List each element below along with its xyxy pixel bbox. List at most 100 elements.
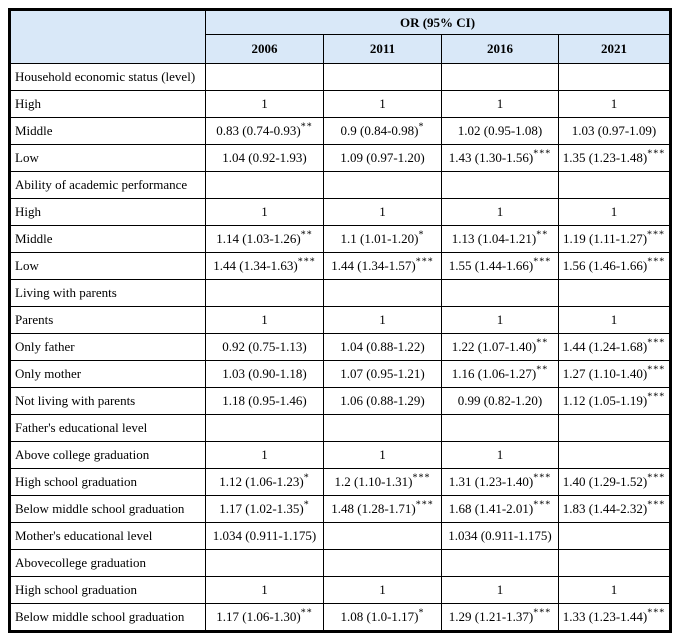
significance-asterisks: ***	[533, 472, 552, 484]
or-value-cell	[323, 279, 442, 307]
header-group-row: OR (95% CI)	[9, 9, 672, 64]
or-value-text: 0.99 (0.82-1.20)	[457, 393, 543, 408]
or-value-cell: 1	[323, 198, 442, 226]
or-value-cell: 1	[205, 90, 324, 118]
or-value-text: 1.31 (1.23-1.40)	[448, 474, 534, 489]
odds-ratio-table: OR (95% CI) 2006 2011 2016 2021 Househol…	[8, 8, 673, 633]
or-value-cell: 1	[323, 441, 442, 469]
or-value-text: 1.1 (1.01-1.20)	[340, 231, 419, 246]
or-value-cell: 1.12 (1.06-1.23)*	[205, 468, 324, 496]
significance-asterisks: **	[536, 364, 549, 376]
or-value-cell	[441, 171, 559, 199]
or-value-text: 1.034 (0.911-1.175)	[448, 528, 552, 543]
significance-asterisks: *	[418, 229, 425, 241]
row-label: High school graduation	[9, 468, 206, 496]
or-value-cell	[323, 522, 442, 550]
or-value-text: 1.17 (1.02-1.35)	[219, 501, 304, 516]
row-label: High school graduation	[9, 576, 206, 604]
or-value-cell: 1.55 (1.44-1.66)***	[441, 252, 559, 280]
or-value-text: 1.04 (0.88-1.22)	[340, 339, 425, 354]
or-value-text: 1.12 (1.06-1.23)	[219, 474, 304, 489]
or-value-text: 1.2 (1.10-1.31)	[334, 474, 413, 489]
row-label: Low	[9, 252, 206, 280]
or-value-cell	[557, 63, 672, 91]
or-value-cell: 1.19 (1.11-1.27)***	[557, 225, 672, 253]
or-value-cell: 1.44 (1.24-1.68)***	[557, 333, 672, 361]
table-row: High 1 1 1 1	[9, 198, 672, 226]
or-value-text: 0.92 (0.75-1.13)	[222, 339, 307, 354]
significance-asterisks: ***	[647, 364, 666, 376]
table-row: High school graduation 1.12 (1.06-1.23)* 1…	[9, 468, 672, 496]
or-value-text: 1.22 (1.07-1.40)	[451, 339, 537, 354]
page: OR (95% CI) 2006 2011 2016 2021 Househol…	[8, 8, 673, 633]
row-label: Middle	[9, 225, 206, 253]
or-value-text: 1.16 (1.06-1.27)	[451, 366, 537, 381]
or-value-cell	[441, 549, 559, 577]
or-value-cell: 1	[441, 306, 559, 334]
or-value-cell: 1	[441, 198, 559, 226]
table-row: Middle 0.83 (0.74-0.93)** 0.9 (0.84-0.98)*…	[9, 117, 672, 145]
or-value-text: 1	[261, 447, 268, 462]
or-value-cell: 1.29 (1.21-1.37)***	[441, 603, 559, 632]
or-value-cell: 1.44 (1.34-1.57)***	[323, 252, 442, 280]
or-value-cell: 1	[205, 441, 324, 469]
year-header-2016: 2016	[441, 34, 559, 64]
or-value-cell: 1.56 (1.46-1.66)***	[557, 252, 672, 280]
or-value-cell	[205, 279, 324, 307]
or-value-text: 1.08 (1.0-1.17)	[340, 609, 419, 624]
or-value-cell: 1	[441, 90, 559, 118]
or-value-text: 1	[496, 582, 504, 597]
row-label: Abovecollege graduation	[9, 549, 206, 577]
or-value-cell	[323, 63, 442, 91]
row-label: Below middle school graduation	[9, 495, 206, 523]
or-value-cell	[205, 414, 324, 442]
or-value-cell: 0.83 (0.74-0.93)**	[205, 117, 324, 145]
corner-cell	[9, 9, 206, 64]
or-value-cell: 1	[205, 576, 324, 604]
or-value-cell: 1.68 (1.41-2.01)***	[441, 495, 559, 523]
year-header-2006: 2006	[205, 34, 324, 64]
or-value-cell	[557, 522, 672, 550]
row-label: High	[9, 90, 206, 118]
row-label: Middle	[9, 117, 206, 145]
or-value-cell: 1	[323, 90, 442, 118]
or-value-cell: 1.35 (1.23-1.48)***	[557, 144, 672, 172]
significance-asterisks: **	[300, 121, 313, 133]
or-value-cell: 1.22 (1.07-1.40)**	[441, 333, 559, 361]
table-row: Household economic status (level)	[9, 63, 672, 91]
significance-asterisks: ***	[297, 256, 316, 268]
or-value-cell: 1.16 (1.06-1.27)**	[441, 360, 559, 388]
table-row: Not living with parents 1.18 (0.95-1.46) 1…	[9, 387, 672, 415]
significance-asterisks: ***	[533, 148, 552, 160]
year-header-2011: 2011	[323, 34, 442, 64]
or-value-text: 1.14 (1.03-1.26)	[216, 231, 301, 246]
or-value-text: 1.13 (1.04-1.21)	[451, 231, 537, 246]
or-value-cell: 1.04 (0.92-1.93)	[205, 144, 324, 172]
or-value-text: 1.06 (0.88-1.29)	[340, 393, 425, 408]
or-value-text: 1	[261, 582, 268, 597]
or-value-cell: 0.92 (0.75-1.13)	[205, 333, 324, 361]
significance-asterisks: ***	[647, 229, 666, 241]
or-value-cell: 1.13 (1.04-1.21)**	[441, 225, 559, 253]
significance-asterisks: *	[303, 472, 310, 484]
or-value-cell: 1.31 (1.23-1.40)***	[441, 468, 559, 496]
row-label: Father's educational level	[9, 414, 206, 442]
significance-asterisks: ***	[415, 256, 434, 268]
or-value-cell: 1	[205, 198, 324, 226]
or-value-cell: 1.27 (1.10-1.40)***	[557, 360, 672, 388]
row-label: Below middle school graduation	[9, 603, 206, 632]
or-value-cell: 1.03 (0.97-1.09)	[557, 117, 672, 145]
or-value-text: 1.68 (1.41-2.01)	[448, 501, 534, 516]
table-row: Only father 0.92 (0.75-1.13) 1.04 (0.88-1.…	[9, 333, 672, 361]
or-value-text: 1.35 (1.23-1.48)	[562, 150, 648, 165]
or-value-text: 1	[610, 582, 618, 597]
row-label: Not living with parents	[9, 387, 206, 415]
or-value-cell: 1.06 (0.88-1.29)	[323, 387, 442, 415]
or-value-cell	[205, 549, 324, 577]
table-row: Parents 1 1 1 1	[9, 306, 672, 334]
or-value-cell: 1.2 (1.10-1.31)***	[323, 468, 442, 496]
or-value-text: 1.03 (0.90-1.18)	[222, 366, 307, 381]
or-value-text: 1.44 (1.34-1.57)	[331, 258, 416, 273]
or-value-cell: 1.07 (0.95-1.21)	[323, 360, 442, 388]
or-value-cell: 1.12 (1.05-1.19)***	[557, 387, 672, 415]
